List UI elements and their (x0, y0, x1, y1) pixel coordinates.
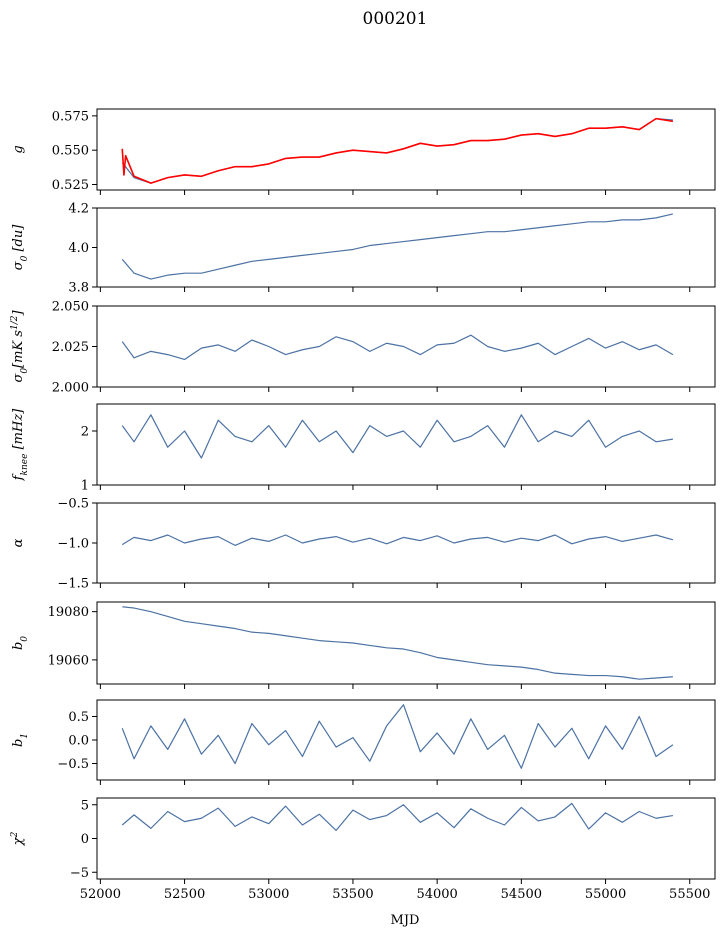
panel-8-series-1-line (121, 802, 673, 832)
panel-1-ytick-label: 0.550 (52, 144, 89, 159)
panel-1-series-2-line (121, 117, 674, 184)
panel-2-ytick-label: 4.0 (68, 241, 89, 256)
panel-5-ylabel: α (11, 538, 26, 547)
panel-2-series-1-line (121, 213, 674, 280)
panel-4-ytick-label: 1 (81, 479, 89, 494)
panel-8-frame (96, 797, 716, 880)
panel-5-ytick-label: −1.0 (57, 537, 89, 552)
panel-3-ytick-label: 2.050 (52, 300, 89, 315)
panel-2-ytick-label: 3.8 (68, 281, 89, 296)
x-tick-label: 53000 (248, 887, 289, 902)
panel-1-ytick-label: 0.575 (52, 109, 89, 124)
x-axis-label: MJD (391, 913, 420, 928)
panel-7: −0.5 0.0 0.5 b1 (11, 699, 716, 785)
panel-1-ytick-label: 0.525 (52, 178, 89, 193)
x-tick-label: 55000 (585, 887, 626, 902)
panel-3-ytick-label: 2.025 (52, 340, 89, 355)
panel-3: 2.000 2.025 2.050 σ0[mK s1/2] (10, 300, 716, 396)
panel-5-ytick-label: −0.5 (57, 497, 89, 512)
panel-8-ytick-label: 0 (81, 832, 89, 847)
panel-1-ylabel: g (11, 145, 26, 153)
panel-2-ylabel: σ0 [du] (11, 224, 30, 271)
panel-6: 19060 19080 b0 (11, 601, 716, 689)
panel-1: 0.525 0.550 0.575 g (11, 108, 716, 195)
panel-7-series-1-line (121, 704, 674, 769)
panel-7-ytick-label: 0.0 (68, 734, 89, 749)
panel-3-ylabel: σ0[mK s1/2] (10, 310, 30, 383)
panel-4-series-1-line (121, 414, 673, 459)
x-tick-label: 54500 (501, 887, 542, 902)
panel-8-ytick-label: −5 (70, 866, 89, 881)
x-tick-label: 55500 (669, 887, 710, 902)
panel-2: 3.8 4.0 4.2 σ0 [du] (11, 202, 716, 296)
panel-7-ytick-label: −0.5 (57, 757, 89, 772)
panel-7-ylabel: b1 (11, 733, 30, 747)
panel-4-ylabel: fknee [mHz] (11, 408, 30, 481)
x-tick-label: 52500 (164, 887, 205, 902)
panel-5-series-1-line (121, 534, 674, 547)
panel-3-frame (96, 305, 716, 388)
panel-3-ytick-label: 2.000 (52, 381, 89, 396)
panel-4-ytick-label: 2 (81, 425, 89, 440)
panel-6-ylabel: b0 (11, 636, 30, 650)
panel-4-frame (96, 403, 716, 486)
panel-6-frame (96, 601, 716, 685)
panel-5: −1.5 −1.0 −0.5 α (11, 497, 716, 592)
panel-1-frame (96, 108, 716, 191)
panel-8-ylabel: χ2 (10, 831, 26, 846)
panel-5-frame (96, 502, 716, 584)
panel-4: 1 2 fknee [mHz] (11, 403, 716, 494)
panel-8-ytick-label: 5 (81, 798, 89, 813)
x-tick-label: 53500 (332, 887, 373, 902)
x-tick-label: 54000 (416, 887, 457, 902)
panel-2-ytick-label: 4.2 (68, 202, 89, 217)
panel-5-ytick-label: −1.5 (57, 577, 89, 592)
panel-6-ytick-label: 19080 (48, 605, 89, 620)
panel-6-series-1-line (122, 606, 673, 680)
x-tick-label: 52000 (80, 887, 121, 902)
panel-6-ytick-label: 19060 (48, 653, 89, 668)
figure-title: 000201 (363, 9, 428, 29)
panel-7-ytick-label: 0.5 (68, 710, 89, 725)
panel-8: −5 0 5 52000 52500 53000 53500 54000 54500 55000 5… (10, 797, 716, 902)
panel-3-series-1-line (121, 334, 674, 361)
